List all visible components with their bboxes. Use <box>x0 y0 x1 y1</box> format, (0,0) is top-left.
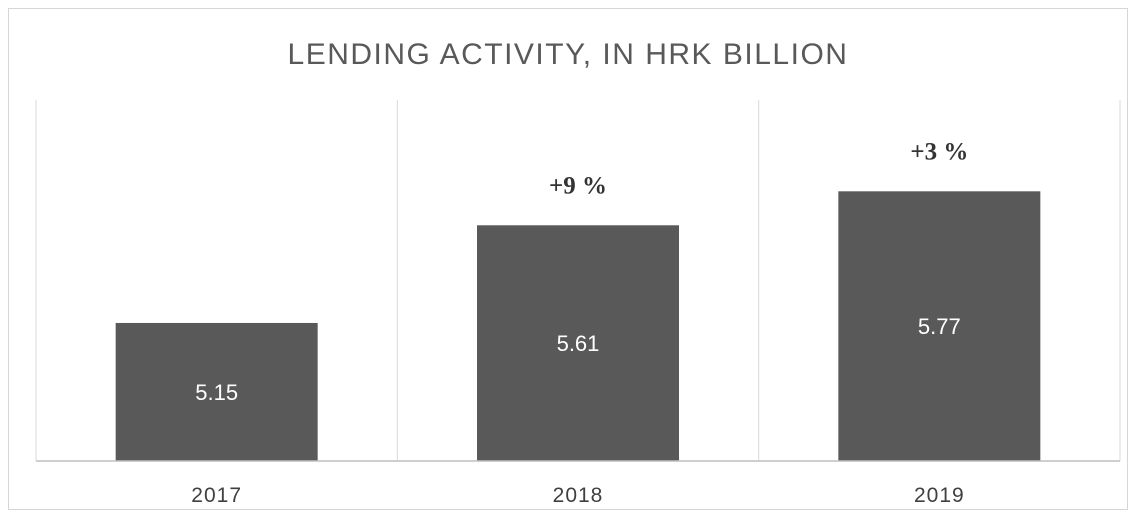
x-tick-label-2017: 2017 <box>191 484 242 507</box>
bar-2017 <box>115 322 318 461</box>
data-label-2017: 5.15 <box>195 380 238 405</box>
bars <box>115 191 1041 461</box>
growth-label-2019: +3 % <box>910 138 968 165</box>
grid-lines <box>35 100 1121 461</box>
bar-2019 <box>838 191 1041 461</box>
data-label-2019: 5.77 <box>918 314 961 339</box>
data-label-2018: 5.61 <box>557 331 600 356</box>
labels: 5.15 2017 5.61 2018 +9 % 5.77 2019 +3 % <box>191 138 968 507</box>
bar-2018 <box>477 225 679 461</box>
chart-title: LENDING ACTIVITY, IN HRK BILLION <box>288 38 849 71</box>
x-tick-label-2019: 2019 <box>914 484 965 507</box>
growth-label-2018: +9 % <box>549 172 607 199</box>
x-tick-label-2018: 2018 <box>553 484 604 507</box>
